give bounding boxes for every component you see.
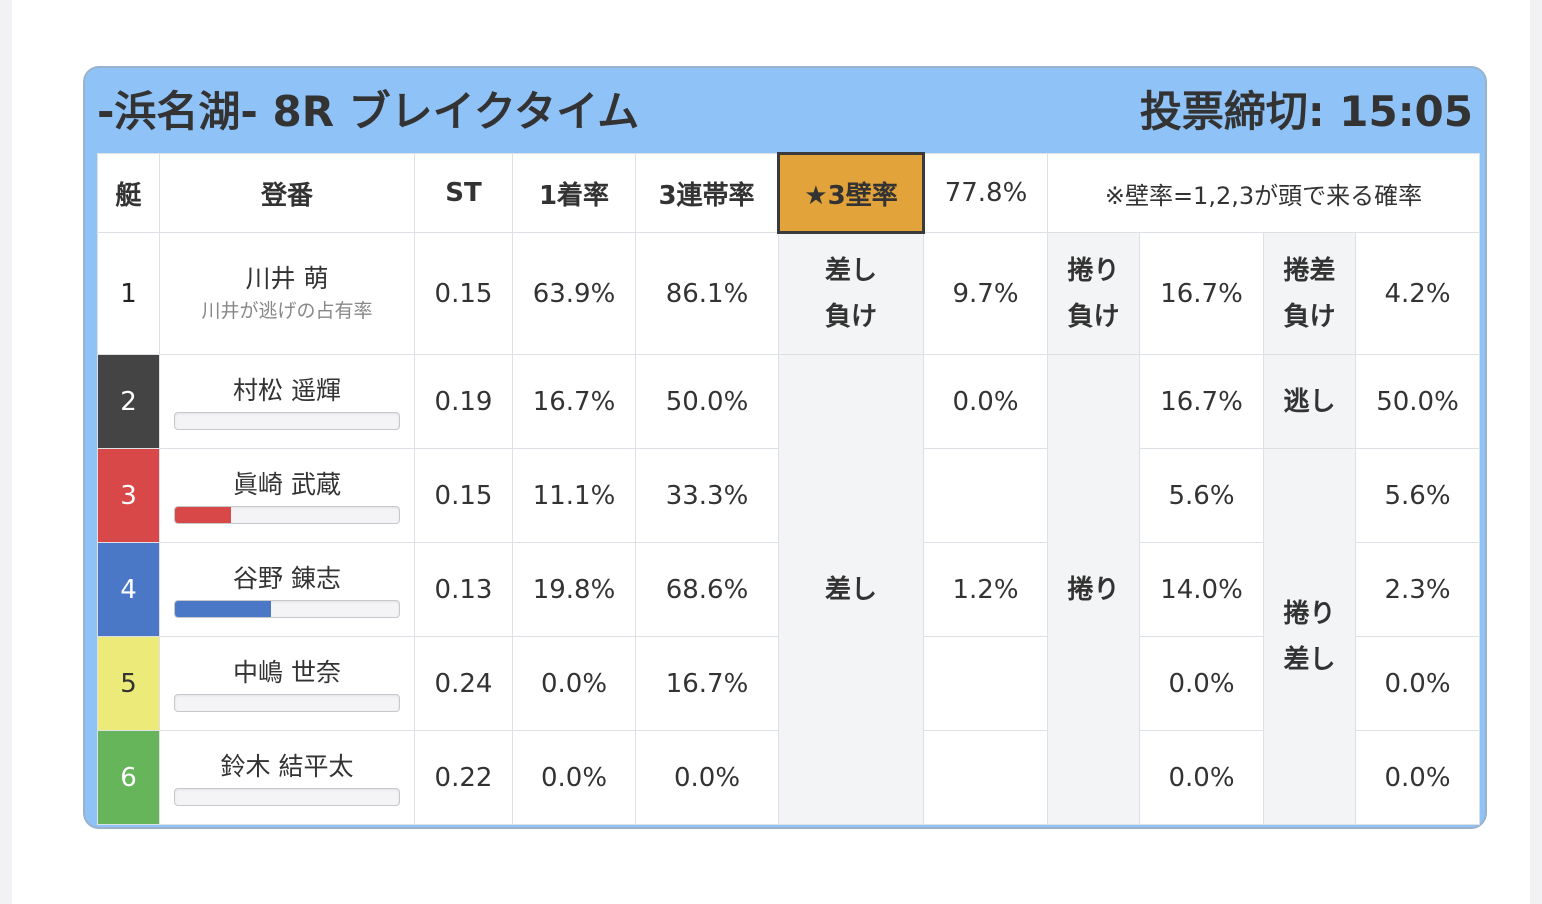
lane-number: 2	[97, 354, 160, 449]
st-value: 0.15	[414, 232, 513, 355]
first-rate-value: 0.0%	[512, 730, 636, 825]
rate-bar	[174, 693, 400, 712]
racer-cell: 川井 萌 川井が逃げの占有率	[159, 232, 415, 355]
rate-bar	[174, 411, 400, 430]
makuri-value: 16.7%	[1139, 232, 1264, 355]
table-row: 3 眞崎 武蔵 0.15 11.1% 33.3% 5.6% 捲り 差し 5.6%	[97, 448, 1480, 825]
st-value: 0.13	[414, 542, 513, 637]
rate-bar-fill	[175, 600, 272, 617]
racer-name[interactable]: 中嶋 世奈	[233, 657, 341, 687]
makurisashi-value: 50.0%	[1355, 354, 1480, 449]
race-card: -浜名湖- 8R ブレイクタイム 投票締切: 15:05 艇 登番 ST 1	[83, 66, 1487, 829]
makuri-value: 14.0%	[1139, 542, 1264, 637]
makurisashi-value: 0.0%	[1355, 730, 1480, 825]
label-makurisashi-text: 捲り 差し	[1283, 598, 1336, 675]
lane-number: 3	[97, 448, 160, 543]
label-makurisashi: 捲り 差し	[1263, 448, 1356, 825]
racer-name[interactable]: 谷野 錬志	[233, 563, 341, 593]
lane-number: 6	[97, 730, 160, 825]
top3-rate-value: 68.6%	[635, 542, 779, 637]
first-rate-value: 19.8%	[512, 542, 636, 637]
rate-bar	[174, 599, 400, 618]
racer-cell: 眞崎 武蔵	[159, 448, 415, 543]
racer-cell: 中嶋 世奈	[159, 636, 415, 731]
makurisashi-value: 0.0%	[1355, 636, 1480, 731]
top3-rate-value: 50.0%	[635, 354, 779, 449]
label-makurisashi-make: 捲差 負け	[1263, 232, 1356, 355]
top3-rate-value: 0.0%	[635, 730, 779, 825]
st-value: 0.19	[414, 354, 513, 449]
lane-number: 1	[97, 232, 160, 355]
sashi-value	[923, 636, 1048, 731]
label-makuri-make-text: 捲り 負け	[1067, 255, 1120, 332]
label-makuri: 捲り	[1047, 354, 1140, 825]
top3-rate-value: 33.3%	[635, 448, 779, 543]
first-rate-value: 11.1%	[512, 448, 636, 543]
racer-name[interactable]: 村松 遥輝	[233, 375, 341, 405]
st-value: 0.22	[414, 730, 513, 825]
header-boat: 艇	[97, 153, 160, 233]
makuri-value: 0.0%	[1139, 636, 1264, 731]
st-value: 0.24	[414, 636, 513, 731]
wall-rate-value: 77.8%	[923, 153, 1048, 233]
first-rate-value: 16.7%	[512, 354, 636, 449]
table-row: 4 谷野 錬志 0.13 19.8% 68.6% 1.2% 14.0% 2.3%	[97, 542, 1480, 637]
voting-deadline: 投票締切: 15:05	[1139, 87, 1473, 136]
escape-share-note: 川井が逃げの占有率	[201, 299, 373, 322]
top3-rate-value: 86.1%	[635, 232, 779, 355]
header-top3-rate: 3連帯率	[635, 153, 779, 233]
label-makurisashi-make-text: 捲差 負け	[1283, 255, 1336, 332]
racer-cell: 村松 遥輝	[159, 354, 415, 449]
page-background: -浜名湖- 8R ブレイクタイム 投票締切: 15:05 艇 登番 ST 1	[12, 0, 1530, 904]
makuri-value: 5.6%	[1139, 448, 1264, 543]
makurisashi-value: 2.3%	[1355, 542, 1480, 637]
race-table: 艇 登番 ST 1着率 3連帯率 ★3壁率 77.8% ※壁率=1,2,3が頭で…	[97, 152, 1480, 825]
table-row: 1 川井 萌 川井が逃げの占有率 0.15 63.9% 86.1% 差し 負け …	[97, 232, 1480, 355]
sashi-value	[923, 730, 1048, 825]
first-rate-value: 0.0%	[512, 636, 636, 731]
label-sashi-make: 差し 負け	[778, 232, 924, 355]
racer-name[interactable]: 鈴木 結平太	[220, 751, 354, 781]
lane-number: 5	[97, 636, 160, 731]
sashi-value	[923, 448, 1048, 543]
table-row: 2 村松 遥輝 0.19 16.7% 50.0% 差し 0.0% 捲り 16.7…	[97, 354, 1480, 825]
sashi-value: 9.7%	[923, 232, 1048, 355]
rate-bar	[174, 787, 400, 806]
wall-rate-note: ※壁率=1,2,3が頭で来る確率	[1047, 153, 1480, 233]
st-value: 0.15	[414, 448, 513, 543]
makuri-value: 16.7%	[1139, 354, 1264, 449]
header-registration: 登番	[159, 153, 415, 233]
top3-rate-value: 16.7%	[635, 636, 779, 731]
label-sashi: 差し	[778, 354, 924, 825]
table-header-row: 艇 登番 ST 1着率 3連帯率 ★3壁率 77.8% ※壁率=1,2,3が頭で…	[97, 152, 1480, 234]
header-wall-rate[interactable]: ★3壁率	[777, 152, 925, 234]
sashi-value: 0.0%	[923, 354, 1048, 449]
header-first-rate: 1着率	[512, 153, 636, 233]
label-nige: 逃し	[1263, 354, 1356, 449]
label-sashi-make-text: 差し 負け	[824, 256, 877, 332]
rate-bar	[174, 505, 400, 524]
makurisashi-value: 4.2%	[1355, 232, 1480, 355]
sashi-value: 1.2%	[923, 542, 1048, 637]
first-rate-value: 63.9%	[512, 232, 636, 355]
lane-number: 4	[97, 542, 160, 637]
label-makuri-make: 捲り 負け	[1047, 232, 1140, 355]
makurisashi-value: 5.6%	[1355, 448, 1480, 543]
racer-cell: 谷野 錬志	[159, 542, 415, 637]
race-title: -浜名湖- 8R ブレイクタイム	[97, 87, 640, 136]
makuri-value: 0.0%	[1139, 730, 1264, 825]
header-st: ST	[414, 153, 513, 233]
racer-name[interactable]: 眞崎 武蔵	[233, 469, 341, 499]
table-row: 6 鈴木 結平太 0.22 0.0% 0.0% 0.0% 0.0%	[97, 730, 1480, 825]
racer-name[interactable]: 川井 萌	[245, 263, 329, 293]
racer-cell: 鈴木 結平太	[159, 730, 415, 825]
rate-bar-fill	[175, 506, 231, 523]
table-row: 5 中嶋 世奈 0.24 0.0% 16.7% 0.0% 0.0%	[97, 636, 1480, 731]
